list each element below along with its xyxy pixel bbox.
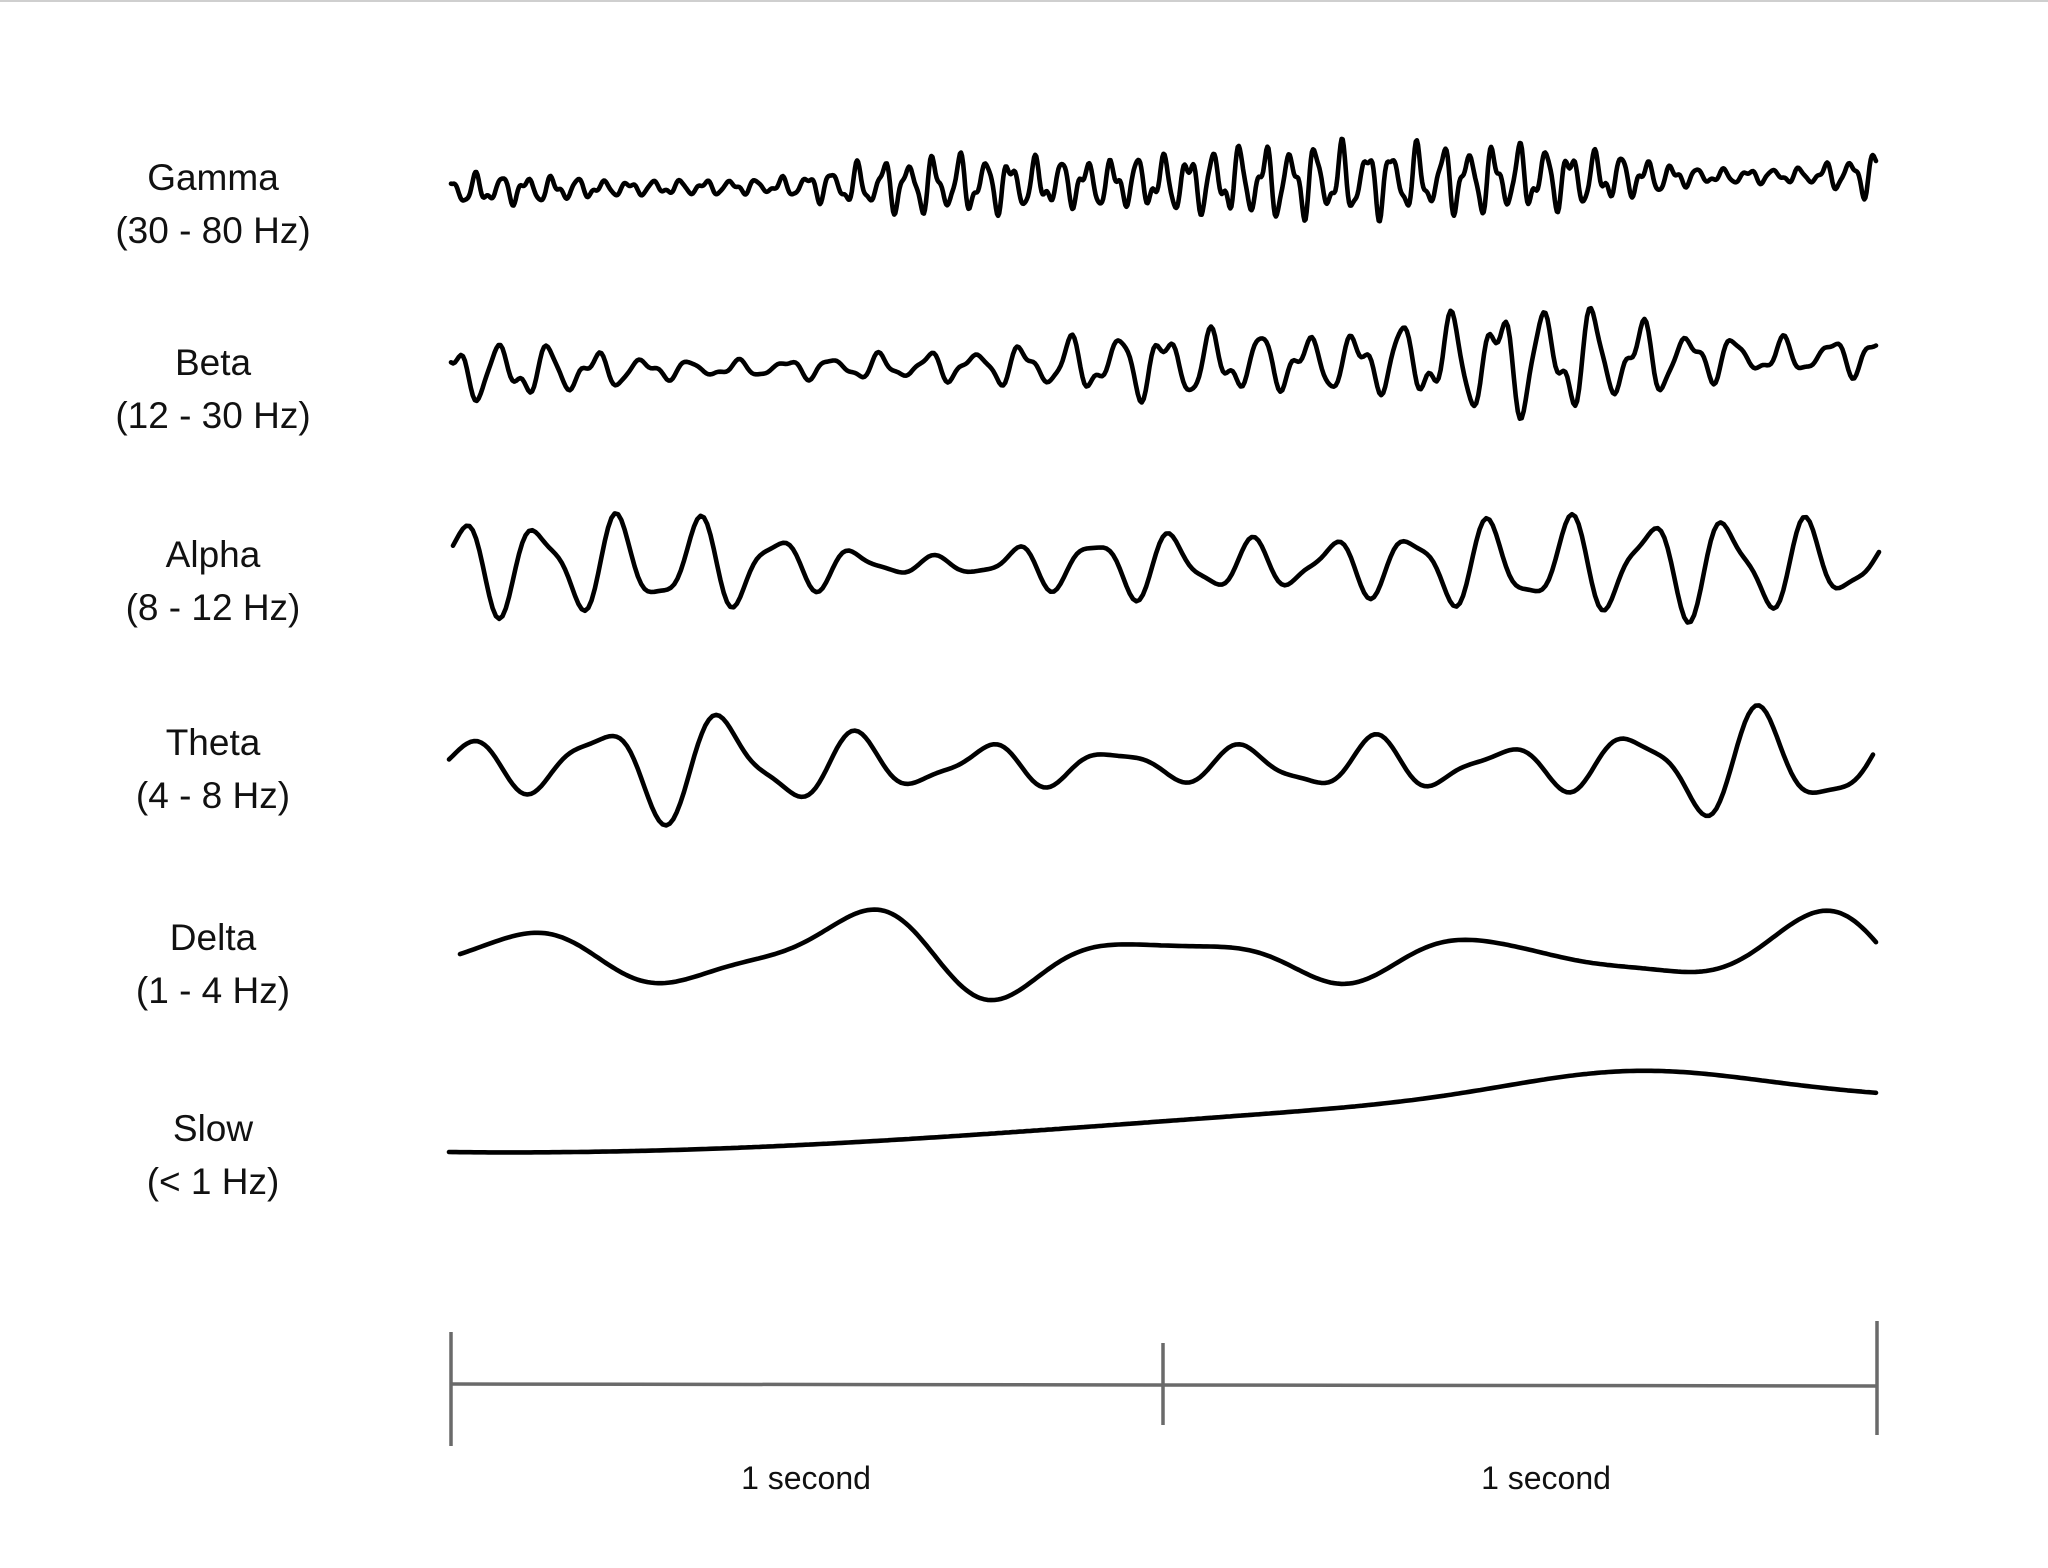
theta-wave <box>446 703 1876 828</box>
band-name: Beta <box>175 342 252 383</box>
band-slow: Slow (< 1 Hz) <box>147 1068 1879 1202</box>
scale-label-first-second: 1 second <box>741 1460 871 1496</box>
band-name: Delta <box>170 917 257 958</box>
band-name: Theta <box>166 722 261 763</box>
band-delta: Delta (1 - 4 Hz) <box>136 907 1879 1011</box>
band-alpha: Alpha (8 - 12 Hz) <box>126 511 1882 628</box>
gamma-wave <box>448 136 1879 224</box>
slow-wave <box>446 1068 1879 1155</box>
band-range: (4 - 8 Hz) <box>136 775 290 816</box>
time-scale-bar: 1 second 1 second <box>449 1321 1879 1496</box>
band-gamma: Gamma (30 - 80 Hz) <box>115 136 1879 251</box>
beta-wave <box>448 305 1879 421</box>
band-theta: Theta (4 - 8 Hz) <box>136 703 1876 828</box>
band-name: Slow <box>173 1108 253 1149</box>
band-range: (8 - 12 Hz) <box>126 587 301 628</box>
band-beta: Beta (12 - 30 Hz) <box>115 305 1879 436</box>
band-name: Alpha <box>166 534 261 575</box>
band-range: (30 - 80 Hz) <box>115 210 310 251</box>
band-range: (12 - 30 Hz) <box>115 395 310 436</box>
alpha-wave <box>450 511 1882 625</box>
scale-label-second-second: 1 second <box>1481 1460 1611 1496</box>
band-range: (< 1 Hz) <box>147 1161 280 1202</box>
band-name: Gamma <box>147 157 279 198</box>
band-range: (1 - 4 Hz) <box>136 970 290 1011</box>
delta-wave <box>457 907 1879 1003</box>
